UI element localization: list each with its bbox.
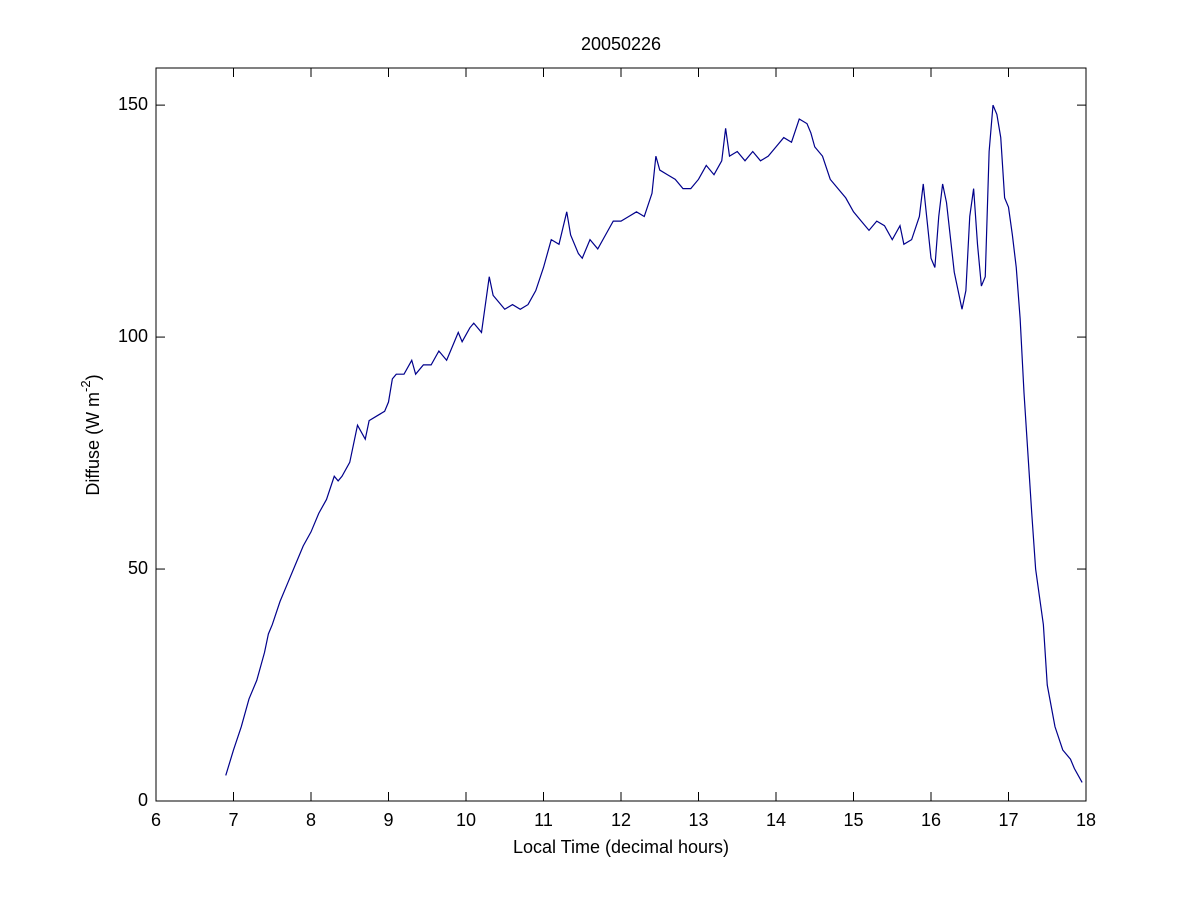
x-tick-label: 9 (383, 810, 393, 830)
chart-title: 20050226 (581, 34, 661, 54)
y-label-main: Diffuse (W m (83, 392, 103, 496)
y-tick-label: 100 (118, 326, 148, 346)
y-label-end: ) (83, 374, 103, 380)
x-tick-label: 11 (534, 810, 553, 830)
x-tick-label: 16 (921, 810, 941, 830)
x-axis-label: Local Time (decimal hours) (513, 837, 729, 857)
x-tick-label: 17 (998, 810, 1018, 830)
x-tick-label: 15 (843, 810, 863, 830)
y-label-superscript: -2 (78, 380, 93, 392)
y-axis-label: Diffuse (W m-2) (78, 374, 102, 495)
y-tick-label: 150 (118, 94, 148, 114)
x-tick-label: 7 (228, 810, 238, 830)
x-tick-label: 13 (688, 810, 708, 830)
data-line (225, 104, 1083, 783)
x-tick-label: 18 (1076, 810, 1096, 830)
y-tick-label: 0 (138, 790, 148, 810)
x-tick-label: 10 (456, 810, 476, 830)
x-tick-label: 8 (306, 810, 316, 830)
y-tick-label: 50 (128, 558, 148, 578)
x-tick-label: 12 (611, 810, 631, 830)
x-tick-label: 14 (766, 810, 786, 830)
x-tick-label: 6 (151, 810, 161, 830)
